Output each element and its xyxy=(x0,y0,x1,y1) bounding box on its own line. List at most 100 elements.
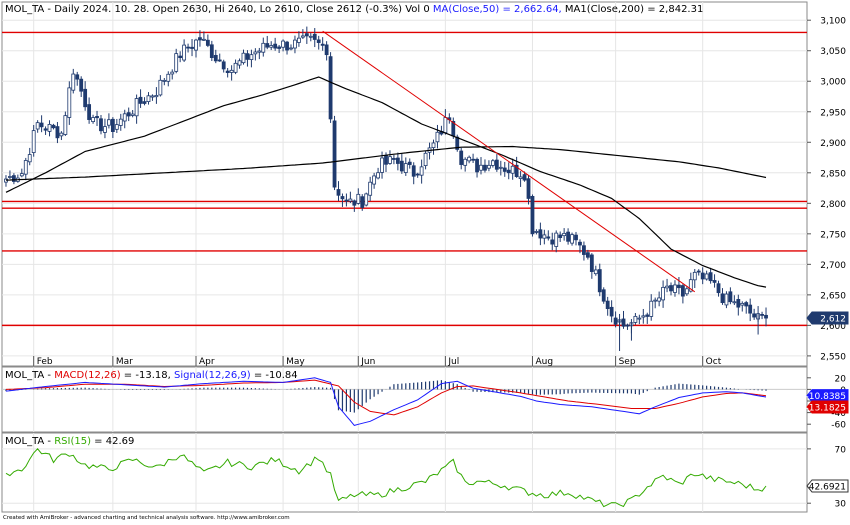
candle-body xyxy=(213,54,218,62)
candle-body xyxy=(154,95,159,98)
candle-body xyxy=(696,270,701,273)
candle-body xyxy=(225,70,230,74)
candle-body xyxy=(506,169,511,174)
candle-body xyxy=(360,196,365,208)
candle-body xyxy=(392,158,396,160)
candle-body xyxy=(47,124,52,132)
candle-body xyxy=(190,46,194,49)
candle-body xyxy=(285,41,289,51)
symbol-label: MOL_TA xyxy=(5,4,44,15)
candle-body xyxy=(411,165,416,177)
candle-body xyxy=(237,60,242,66)
candle-body xyxy=(720,293,725,304)
candle-body xyxy=(39,122,44,128)
rsi-symbol: MOL_TA xyxy=(5,436,44,447)
rsi-label: RSI(15) xyxy=(54,436,91,447)
date-tick-label: Oct xyxy=(706,357,722,367)
macd-tick-label: -40 xyxy=(831,409,846,419)
candle-body xyxy=(194,39,198,51)
candle-body xyxy=(764,314,768,319)
date-tick-label: Aug xyxy=(535,357,553,367)
candle-body xyxy=(134,98,139,117)
candle-body xyxy=(748,304,753,314)
macd-badge-text: -10.8385 xyxy=(806,392,846,402)
candle-body xyxy=(221,61,226,70)
candle-body xyxy=(110,118,115,132)
value-badges: 2,612 -10.8385 -13.1825 42.6921 xyxy=(806,311,849,492)
candle-body xyxy=(340,196,345,200)
candle-body xyxy=(712,280,717,283)
candle-body xyxy=(122,113,127,122)
candle-body xyxy=(673,284,677,293)
macd-tick-label: -60 xyxy=(831,421,846,431)
candle-body xyxy=(261,42,266,53)
candle-body xyxy=(277,46,282,49)
candle-body xyxy=(431,142,436,149)
candle-body xyxy=(530,195,535,235)
candle-body xyxy=(11,175,16,182)
candle-body xyxy=(649,300,654,317)
candle-body xyxy=(562,232,567,237)
price-panel-frame xyxy=(1,1,808,367)
candle-body xyxy=(380,157,384,173)
candle-body xyxy=(752,313,757,318)
price-tick-label: 2,550 xyxy=(820,352,846,362)
rsi-line xyxy=(5,448,767,508)
candle-body xyxy=(661,286,666,301)
candle-body xyxy=(293,39,297,49)
downtrend-line xyxy=(322,30,696,293)
date-tick-label: Jul xyxy=(447,357,459,367)
macd-value: = -13.18, xyxy=(121,370,174,381)
candle-body xyxy=(609,306,614,317)
candle-body xyxy=(589,254,594,272)
candle-body xyxy=(348,198,353,202)
candle-body xyxy=(423,152,428,166)
candle-body xyxy=(538,229,543,239)
candle-body xyxy=(158,79,163,96)
ma200-line xyxy=(5,145,767,181)
candle-body xyxy=(578,241,582,246)
candle-body xyxy=(657,297,662,302)
candle-body xyxy=(475,158,479,173)
macd-tick-label: 20 xyxy=(835,374,847,384)
candle-body xyxy=(320,43,325,46)
candle-body xyxy=(114,124,119,130)
candle-body xyxy=(55,126,60,139)
candle-body xyxy=(684,288,689,295)
candle-body xyxy=(186,46,190,49)
candle-body xyxy=(570,234,574,244)
candle-body xyxy=(328,56,333,120)
candle-body xyxy=(399,160,404,172)
candle-body xyxy=(692,271,697,281)
candle-body xyxy=(372,175,377,185)
candle-body xyxy=(19,173,24,177)
candle-body xyxy=(241,52,246,64)
candle-body xyxy=(245,53,250,60)
ma50-label: MA(Close,50) = 2,662.64, xyxy=(433,4,565,15)
date-tick-label: Sep xyxy=(619,357,636,367)
candle-body xyxy=(558,234,563,238)
candle-body xyxy=(142,101,147,104)
candle-body xyxy=(542,234,547,239)
candle-body xyxy=(554,232,559,247)
candle-body xyxy=(435,131,440,143)
candle-body xyxy=(336,189,341,196)
candle-body xyxy=(51,124,56,129)
price-badge-text: 2,612 xyxy=(820,315,846,325)
candle-body xyxy=(704,273,709,280)
candle-body xyxy=(534,231,539,233)
rsi-sep: - xyxy=(44,436,54,447)
candle-body xyxy=(265,43,270,48)
ma200-label: MA1(Close,200) = 2,842.31 xyxy=(565,4,703,15)
candle-body xyxy=(162,79,167,82)
candle-body xyxy=(494,159,499,170)
candle-body xyxy=(138,96,143,104)
candle-body xyxy=(403,163,408,173)
date-tick-label: Feb xyxy=(37,357,53,367)
macd-sep: - xyxy=(44,370,54,381)
candle-body xyxy=(316,39,321,43)
candle-body xyxy=(126,112,131,117)
candle-body xyxy=(229,69,234,73)
